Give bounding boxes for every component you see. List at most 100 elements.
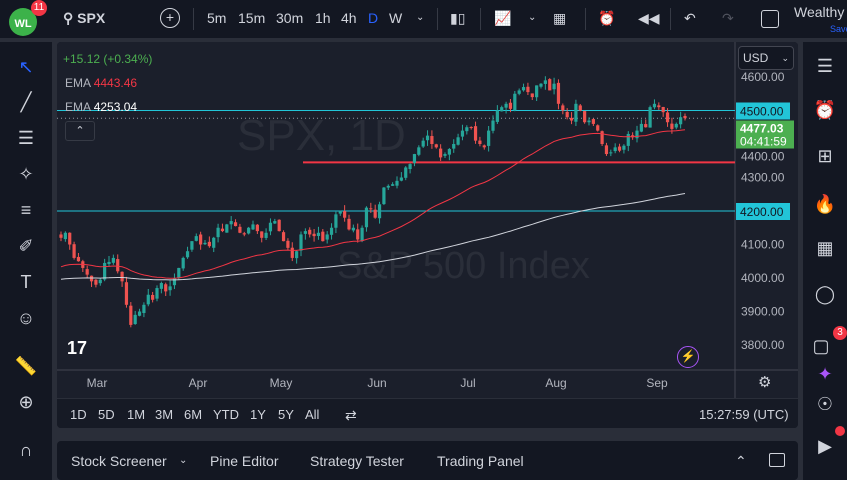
candle-body bbox=[596, 125, 600, 131]
price-chart[interactable]: SPX, 1D S&P 500 Index 4600.00 4400.00 4300.0… bbox=[57, 42, 798, 428]
save-button[interactable]: Save bbox=[830, 24, 847, 34]
candle-body bbox=[460, 130, 465, 137]
cursor-icon[interactable]: ↖ bbox=[18, 57, 34, 77]
alert-icon[interactable]: ⏰ bbox=[598, 10, 616, 26]
range-All[interactable]: All bbox=[305, 407, 320, 422]
candle-body bbox=[277, 219, 281, 232]
ema-legend-1[interactable]: EMA 4443.46 bbox=[65, 76, 138, 90]
undo-icon[interactable]: ↶ bbox=[684, 10, 696, 26]
candle bbox=[338, 210, 342, 216]
interval-W[interactable]: W bbox=[389, 10, 403, 26]
alarm-icon[interactable]: ⏰ bbox=[813, 100, 837, 120]
candle-body bbox=[94, 279, 98, 285]
candle bbox=[172, 273, 177, 290]
price-tick: 4300.00 bbox=[741, 171, 785, 185]
broadcast-icon[interactable]: ☉ bbox=[816, 394, 834, 414]
fib-icon[interactable]: ≡ bbox=[20, 200, 32, 220]
zoom-icon[interactable]: ⊕ bbox=[18, 392, 34, 412]
candle bbox=[596, 124, 600, 132]
candle-body bbox=[556, 82, 561, 104]
emoji-icon[interactable]: ☺ bbox=[16, 308, 36, 328]
candle bbox=[587, 117, 591, 126]
layout-name[interactable]: Wealthy bbox=[794, 4, 845, 20]
range-1D[interactable]: 1D bbox=[70, 407, 87, 422]
candle bbox=[657, 102, 661, 110]
fullscreen-icon[interactable] bbox=[761, 10, 779, 28]
candle bbox=[212, 236, 216, 253]
trend-line-icon[interactable]: ╱ bbox=[20, 92, 32, 112]
range-1M[interactable]: 1M bbox=[127, 407, 146, 422]
calendar-icon[interactable]: ▦ bbox=[816, 238, 834, 258]
tab-stock-screener[interactable]: Stock Screener bbox=[71, 453, 167, 469]
chart-background bbox=[57, 42, 798, 398]
candle bbox=[683, 113, 687, 121]
currency-select[interactable]: USD ⌄ bbox=[738, 46, 794, 70]
interval-D[interactable]: D bbox=[368, 10, 379, 26]
range-6M[interactable]: 6M bbox=[184, 407, 203, 422]
tab-pine-editor[interactable]: Pine Editor bbox=[210, 453, 279, 469]
candle bbox=[255, 224, 259, 234]
range-1Y[interactable]: 1Y bbox=[250, 407, 266, 422]
top-toolbar: WL 11 ⚲ SPX + 5m 15m 30m 1h 4h D W ⌄ ▮▯ 📈 ⌄ ▦ … bbox=[0, 0, 847, 38]
candle-body bbox=[574, 103, 578, 122]
interval-5m[interactable]: 5m bbox=[207, 10, 227, 26]
ai-sparkle-icon[interactable]: ✦ bbox=[817, 364, 833, 384]
tab-strategy-tester[interactable]: Strategy Tester bbox=[310, 453, 404, 469]
interval-1h[interactable]: 1h bbox=[315, 10, 331, 26]
clock[interactable]: 15:27:59 (UTC) bbox=[699, 407, 789, 422]
chart-panel[interactable]: SPX, 1D S&P 500 Index 4600.00 4400.00 4300.0… bbox=[57, 42, 798, 428]
settings-icon[interactable]: ⚙ bbox=[758, 374, 772, 391]
ruler-icon[interactable]: 📏 bbox=[14, 356, 38, 376]
brush-icon[interactable]: ✐ bbox=[18, 236, 34, 256]
tab-trading-panel[interactable]: Trading Panel bbox=[437, 453, 524, 469]
range-5D[interactable]: 5D bbox=[98, 407, 115, 422]
range-3M[interactable]: 3M bbox=[155, 407, 174, 422]
range-5Y[interactable]: 5Y bbox=[278, 407, 294, 422]
candle bbox=[347, 214, 351, 231]
layout-grid-icon[interactable]: ▦ bbox=[553, 10, 567, 26]
magnet-icon[interactable]: ∩ bbox=[19, 440, 33, 460]
candle bbox=[299, 231, 303, 257]
candle-body bbox=[539, 83, 543, 87]
text-icon[interactable]: T bbox=[20, 272, 32, 292]
lightning-icon[interactable]: ⚡ bbox=[677, 346, 699, 368]
replay-icon[interactable]: ◀◀ bbox=[638, 10, 660, 26]
candle-body bbox=[212, 237, 216, 248]
change-readout: +15.12 (+0.34%) bbox=[63, 52, 153, 66]
stream-icon[interactable]: ▶ bbox=[818, 436, 832, 456]
collapse-panel-icon[interactable]: ⌃ bbox=[735, 453, 747, 469]
symbol-search[interactable]: ⚲ SPX bbox=[63, 10, 105, 26]
candle-body bbox=[626, 133, 630, 146]
candle-body bbox=[508, 102, 513, 109]
collapse-legend-button[interactable]: ⌃ bbox=[65, 121, 95, 141]
candle-body bbox=[530, 93, 534, 98]
add-list-icon[interactable]: ⊞ bbox=[817, 146, 833, 166]
range-YTD[interactable]: YTD bbox=[213, 407, 239, 422]
candle bbox=[129, 302, 133, 328]
ema-legend-2[interactable]: EMA 4253.04 bbox=[65, 100, 138, 114]
chevron-down-icon[interactable]: ⌄ bbox=[416, 12, 425, 23]
candle-body bbox=[290, 247, 294, 258]
pattern-icon[interactable]: ✧ bbox=[18, 164, 34, 184]
interval-4h[interactable]: 4h bbox=[341, 10, 357, 26]
fire-icon[interactable]: 🔥 bbox=[813, 194, 837, 214]
idea-icon[interactable]: ◯ bbox=[814, 284, 836, 304]
candle bbox=[98, 278, 102, 286]
candle-body bbox=[133, 314, 137, 325]
candle-body bbox=[325, 234, 329, 240]
candles-icon[interactable]: ▮▯ bbox=[450, 10, 466, 26]
indicators-icon[interactable]: 📈 bbox=[494, 10, 512, 26]
candle bbox=[185, 246, 190, 259]
maximize-panel-icon[interactable] bbox=[769, 453, 785, 467]
horizontal-lines-icon[interactable]: ☰ bbox=[17, 128, 35, 148]
chevron-down-icon[interactable]: ⌄ bbox=[528, 12, 537, 23]
candle-body bbox=[146, 294, 150, 305]
watchlist-icon[interactable]: ☰ bbox=[816, 56, 834, 76]
date-range-icon[interactable]: ⇄ bbox=[345, 407, 357, 423]
interval-30m[interactable]: 30m bbox=[276, 10, 304, 26]
chat-icon[interactable]: ▢ bbox=[812, 336, 830, 356]
interval-15m[interactable]: 15m bbox=[238, 10, 266, 26]
chevron-down-icon[interactable]: ⌄ bbox=[179, 455, 188, 466]
candle bbox=[273, 218, 277, 224]
compare-add-icon[interactable]: + bbox=[160, 8, 180, 28]
